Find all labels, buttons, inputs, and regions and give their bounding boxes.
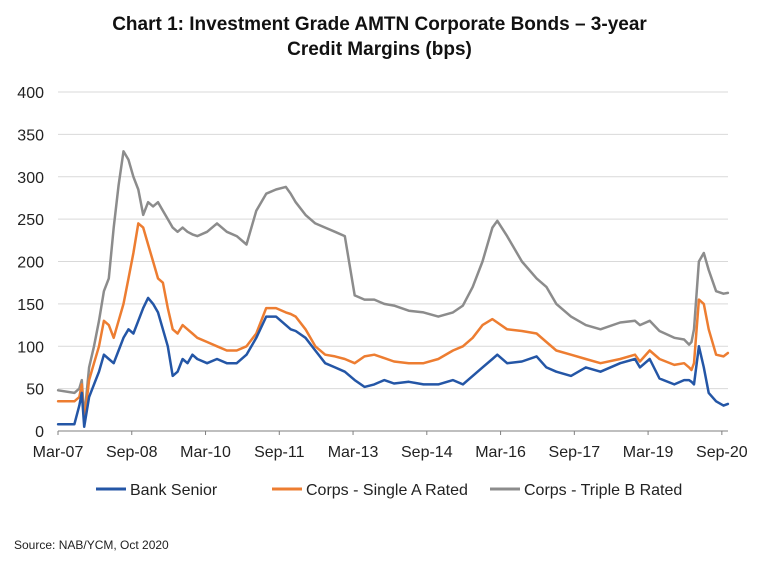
- chart-title-line-2: Credit Margins (bps): [287, 39, 472, 60]
- y-tick-label: 250: [17, 212, 44, 229]
- y-tick-label: 150: [17, 297, 44, 314]
- x-tick-label: Sep-17: [549, 444, 601, 461]
- x-tick-label: Sep-20: [696, 444, 748, 461]
- x-tick-label: Sep-08: [106, 444, 158, 461]
- legend: Bank Senior Corps - Single A Rated Corps -…: [96, 482, 682, 499]
- legend-label: Corps - Triple B Rated: [524, 482, 682, 499]
- y-tick-label: 100: [17, 339, 44, 356]
- x-tick-label: Mar-19: [623, 444, 674, 461]
- x-tick-label: Mar-07: [33, 444, 84, 461]
- chart-title: Chart 1: Investment Grade AMTN Corporate…: [0, 12, 759, 62]
- series-line-triple-b: [56, 150, 730, 420]
- x-axis: Mar-07 Sep-08 Mar-10 Sep-11 Mar-13 Sep-14 Mar-…: [33, 430, 748, 461]
- legend-item-single-a: Corps - Single A Rated: [272, 482, 468, 499]
- x-tick-label: Mar-16: [475, 444, 526, 461]
- chart-title-line-1: Chart 1: Investment Grade AMTN Corporate…: [112, 14, 647, 35]
- y-tick-label: 300: [17, 170, 44, 187]
- legend-item-bank-senior: Bank Senior: [96, 482, 218, 499]
- x-tick-label: Mar-13: [328, 444, 379, 461]
- gridlines: [58, 91, 728, 390]
- legend-label: Bank Senior: [130, 482, 218, 499]
- y-tick-label: 50: [26, 382, 44, 399]
- series-line-bank-senior: [56, 296, 730, 429]
- x-tick-label: Mar-10: [180, 444, 231, 461]
- x-tick-label: Sep-11: [254, 444, 305, 461]
- legend-label: Corps - Single A Rated: [306, 482, 468, 499]
- y-tick-label: 200: [17, 255, 44, 272]
- series-lines: [56, 150, 730, 429]
- series-line-single-a: [56, 222, 730, 424]
- y-tick-label: 350: [17, 127, 44, 144]
- source-note: Source: NAB/YCM, Oct 2020: [14, 538, 169, 552]
- y-axis: 0 50 100 150 200 250 300 350 400: [17, 85, 44, 441]
- legend-item-triple-b: Corps - Triple B Rated: [490, 482, 682, 499]
- x-tick-label: Sep-14: [401, 444, 453, 461]
- y-tick-label: 400: [17, 85, 44, 102]
- y-tick-label: 0: [35, 424, 44, 441]
